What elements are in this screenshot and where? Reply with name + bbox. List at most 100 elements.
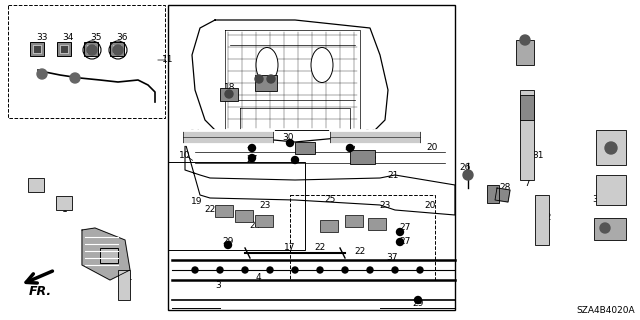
Bar xyxy=(350,150,375,164)
Bar xyxy=(368,218,386,230)
Bar xyxy=(113,45,121,53)
Text: 21: 21 xyxy=(387,171,399,180)
Circle shape xyxy=(397,228,403,236)
Bar xyxy=(330,130,420,144)
Bar xyxy=(33,45,41,53)
Circle shape xyxy=(225,90,233,98)
Bar xyxy=(596,175,626,205)
Text: 19: 19 xyxy=(191,197,203,206)
Circle shape xyxy=(37,69,47,79)
Circle shape xyxy=(225,242,232,249)
Text: 22: 22 xyxy=(204,205,216,214)
Circle shape xyxy=(248,155,255,162)
Circle shape xyxy=(70,73,80,83)
Bar xyxy=(28,178,44,192)
Text: 29: 29 xyxy=(412,299,424,308)
Text: 3: 3 xyxy=(109,251,115,260)
Text: 14: 14 xyxy=(190,129,202,138)
Text: 4: 4 xyxy=(255,274,261,283)
Text: 2: 2 xyxy=(35,180,41,189)
Bar xyxy=(60,45,68,53)
Circle shape xyxy=(520,35,530,45)
Circle shape xyxy=(392,267,398,273)
Text: 16: 16 xyxy=(487,188,499,197)
Bar xyxy=(520,90,534,180)
Circle shape xyxy=(242,267,248,273)
Text: 7: 7 xyxy=(524,179,530,188)
Ellipse shape xyxy=(311,47,333,83)
Bar xyxy=(8,5,165,118)
Circle shape xyxy=(267,267,273,273)
Circle shape xyxy=(397,238,403,245)
Circle shape xyxy=(463,170,473,180)
Bar xyxy=(100,248,118,263)
Circle shape xyxy=(292,267,298,273)
Bar xyxy=(118,270,130,300)
Circle shape xyxy=(217,267,223,273)
Text: 28: 28 xyxy=(499,183,511,193)
Text: 10: 10 xyxy=(179,150,191,159)
Bar xyxy=(596,130,626,165)
Bar xyxy=(594,218,626,240)
Polygon shape xyxy=(495,188,510,202)
Bar xyxy=(345,215,363,227)
Bar xyxy=(168,5,455,310)
Text: 20: 20 xyxy=(424,201,436,210)
Circle shape xyxy=(87,45,97,55)
Bar xyxy=(535,195,549,245)
Bar xyxy=(168,162,305,250)
Bar xyxy=(320,220,338,232)
Bar xyxy=(220,88,238,101)
Circle shape xyxy=(342,267,348,273)
Bar xyxy=(235,210,253,222)
Text: 27: 27 xyxy=(399,237,411,246)
Text: 36: 36 xyxy=(116,34,128,43)
Text: 30: 30 xyxy=(344,143,356,153)
Circle shape xyxy=(192,267,198,273)
Text: 15: 15 xyxy=(366,154,378,163)
Bar xyxy=(516,40,534,65)
Bar xyxy=(255,215,273,227)
Text: 22: 22 xyxy=(355,247,365,257)
Text: 26: 26 xyxy=(460,164,470,172)
Bar xyxy=(87,45,95,53)
Circle shape xyxy=(287,140,294,147)
Circle shape xyxy=(346,145,353,151)
Text: 5: 5 xyxy=(117,285,123,294)
Bar xyxy=(215,205,233,217)
Text: 32: 32 xyxy=(259,68,271,76)
Text: 20: 20 xyxy=(426,143,438,153)
Text: 35: 35 xyxy=(90,34,102,43)
Text: 34: 34 xyxy=(62,34,74,43)
Bar xyxy=(295,142,315,154)
Text: 31: 31 xyxy=(532,150,544,159)
Text: 1: 1 xyxy=(62,205,68,214)
Text: 11: 11 xyxy=(163,55,173,65)
Circle shape xyxy=(248,145,255,151)
Text: 29: 29 xyxy=(222,237,234,246)
Bar xyxy=(30,42,44,56)
Text: 27: 27 xyxy=(246,156,258,164)
Text: 13: 13 xyxy=(307,146,317,155)
Bar xyxy=(110,42,124,56)
Circle shape xyxy=(255,75,263,83)
Text: 23: 23 xyxy=(259,201,271,210)
Text: 18: 18 xyxy=(224,83,236,92)
Text: 31: 31 xyxy=(121,274,132,283)
Text: 27: 27 xyxy=(399,223,411,233)
Bar xyxy=(487,185,499,203)
Bar xyxy=(183,130,273,144)
Text: 30: 30 xyxy=(282,133,294,142)
Circle shape xyxy=(267,75,275,83)
Circle shape xyxy=(600,223,610,233)
Text: 17: 17 xyxy=(284,244,296,252)
Text: 31: 31 xyxy=(592,196,604,204)
Text: SZA4B4020A: SZA4B4020A xyxy=(577,306,635,315)
Circle shape xyxy=(417,267,423,273)
Ellipse shape xyxy=(256,47,278,83)
Bar xyxy=(57,42,71,56)
Circle shape xyxy=(317,267,323,273)
Bar xyxy=(520,95,534,120)
Text: 23: 23 xyxy=(380,201,390,210)
Circle shape xyxy=(291,156,298,164)
